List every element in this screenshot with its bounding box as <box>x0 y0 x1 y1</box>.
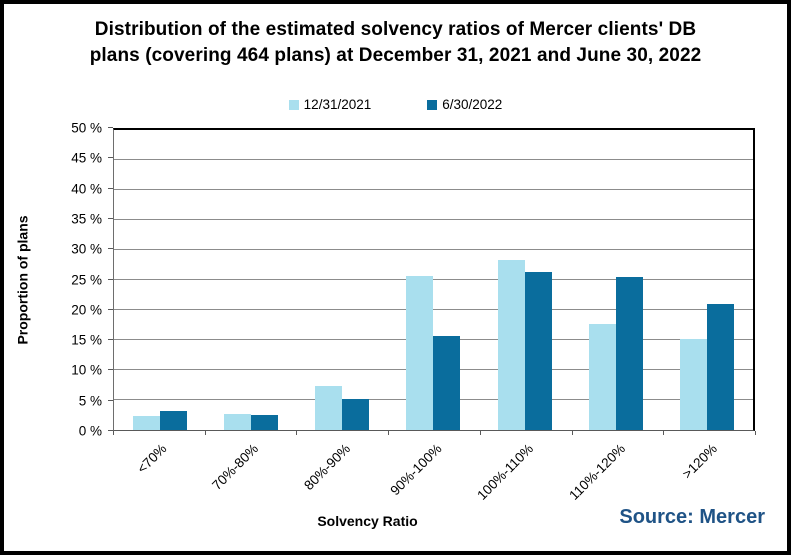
y-tick-label: 30 % <box>71 241 102 257</box>
y-tick-label: 0 % <box>78 423 102 439</box>
y-tick-mark <box>108 248 113 250</box>
x-axis-ticks <box>113 431 756 436</box>
y-tick-mark <box>108 187 113 189</box>
legend-item: 12/31/2021 <box>288 97 372 112</box>
bar-group <box>662 130 753 430</box>
bar-group <box>479 130 570 430</box>
y-tick-label: 15 % <box>71 332 102 348</box>
legend-item: 6/30/2022 <box>427 97 502 112</box>
bar <box>707 304 735 430</box>
y-tick-mark <box>108 127 113 128</box>
legend-swatch-icon <box>288 99 299 110</box>
source-note: Source: Mercer <box>619 506 765 528</box>
y-tick-mark <box>108 339 113 341</box>
y-tick-label: 25 % <box>71 272 102 287</box>
bar <box>406 275 434 430</box>
y-tick-mark <box>108 308 113 310</box>
bar <box>616 277 644 430</box>
bar <box>223 413 251 430</box>
y-tick-label: 20 % <box>71 302 102 318</box>
x-tick-mark <box>479 431 481 435</box>
gridline <box>114 309 753 310</box>
legend-label: 12/31/2021 <box>303 97 372 112</box>
x-category-label: 100%-110% <box>474 441 537 503</box>
y-tick-label: 10 % <box>71 362 102 378</box>
bar-group <box>297 130 388 430</box>
x-axis-title: Solvency Ratio <box>317 513 418 529</box>
y-tick-label: 45 % <box>71 150 102 166</box>
y-tick-label: 40 % <box>71 181 102 197</box>
legend-swatch-icon <box>427 99 438 110</box>
x-tick-mark <box>113 431 114 435</box>
x-category-label: 90%-100% <box>387 441 445 499</box>
x-category-label: <70% <box>134 441 170 477</box>
legend-label: 6/30/2022 <box>442 97 503 112</box>
chart-title-line-1: Distribution of the estimated solvency r… <box>94 19 697 40</box>
chart-title: Distribution of the estimated solvency r… <box>4 17 787 69</box>
y-axis-labels: 0 % 5 % 10 % 15 % 20 % 25 % 30 % 35 % 40 % 45 % 50… <box>4 121 113 439</box>
bar <box>342 398 370 430</box>
y-tick-mark <box>108 369 113 371</box>
x-tick-mark <box>204 431 206 435</box>
bar <box>250 415 278 430</box>
x-category-label: >120% <box>679 441 720 482</box>
gridline <box>114 189 753 190</box>
plot-area <box>113 128 755 431</box>
y-tick-mark <box>108 430 113 431</box>
bar <box>159 410 187 430</box>
x-category-label: 110%-120% <box>566 441 629 503</box>
bar-group <box>205 130 296 430</box>
bar <box>433 335 461 430</box>
gridline <box>114 159 753 160</box>
bar-group <box>570 130 661 430</box>
bars <box>114 130 753 430</box>
x-category-label: 80%-90% <box>300 441 353 494</box>
chart-title-line-2: plans (covering 464 plans) at December 3… <box>89 45 702 66</box>
bar <box>132 416 160 430</box>
x-tick-mark <box>755 431 756 435</box>
gridline <box>114 249 753 250</box>
bar <box>524 272 552 430</box>
y-tick-label: 35 % <box>71 211 102 227</box>
bar <box>589 323 617 430</box>
gridline <box>114 279 753 280</box>
y-tick-mark <box>108 278 113 280</box>
y-tick-mark <box>108 399 113 401</box>
bar-group <box>388 130 479 430</box>
x-category-label: 70%-80% <box>209 441 262 494</box>
y-tick-mark <box>108 157 113 159</box>
legend: 12/31/2021 6/30/2022 <box>4 97 787 112</box>
bar <box>497 259 525 430</box>
x-tick-mark <box>296 431 298 435</box>
bar <box>315 386 343 430</box>
y-tick-label: 50 % <box>71 120 102 136</box>
x-tick-mark <box>571 431 573 435</box>
x-tick-mark <box>663 431 665 435</box>
gridline <box>114 219 753 220</box>
bar <box>680 338 708 430</box>
bar-group <box>114 130 205 430</box>
y-tick-mark <box>108 217 113 219</box>
y-tick-label: 5 % <box>78 393 102 409</box>
x-tick-mark <box>388 431 390 435</box>
x-axis-labels: <70% 70%-80% 80%-90% 90%-100% 100%-110% 110%-… <box>113 437 755 517</box>
